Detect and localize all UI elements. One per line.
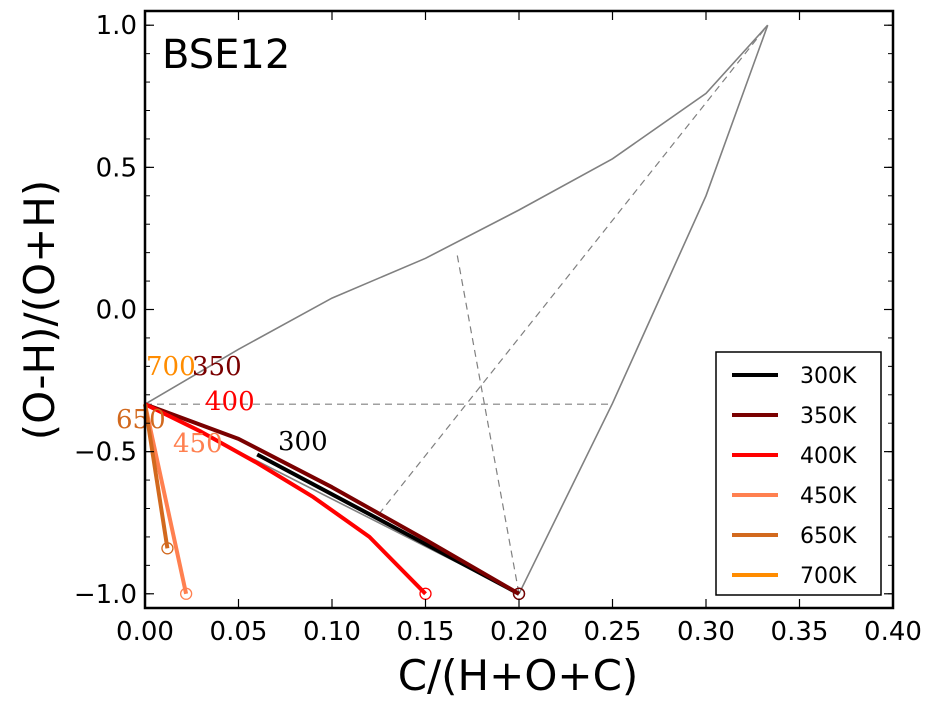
series-line-350K (144, 402, 521, 596)
x-tick-label: 0.20 (490, 617, 548, 647)
boundary-lines (144, 24, 769, 595)
x-tick-label: 0.25 (584, 617, 642, 647)
legend-label-300K: 300K (800, 364, 857, 389)
x-tick-label: 0.40 (864, 617, 922, 647)
series-start-label-450K: 450 (173, 429, 223, 459)
x-tick-label: 0.05 (210, 617, 268, 647)
legend-label-400K: 400K (800, 444, 857, 469)
series-end-marker-450K (179, 587, 193, 600)
legend-label-350K: 350K (800, 404, 857, 429)
series-line-650K (143, 403, 170, 549)
boundary-line-2 (518, 24, 769, 595)
legend-box (715, 351, 882, 596)
series-start-label-650K: 650 (116, 405, 166, 435)
panel-title: BSE12 (162, 32, 290, 78)
x-tick-label: 0.10 (303, 617, 361, 647)
y-axis-title: (O-H)/(O+H) (15, 180, 64, 441)
boundary-line-1 (144, 24, 769, 405)
series-start-label-350K: 350 (192, 352, 242, 382)
legend-label-650K: 650K (800, 524, 857, 549)
x-axis-title: C/(H+O+C) (398, 651, 639, 700)
series-start-label-700K: 700 (146, 352, 196, 382)
y-tick-label: 0.5 (96, 153, 137, 183)
series-line-400K (144, 402, 427, 596)
x-tick-label: 0.15 (397, 617, 455, 647)
legend: 300K 350K 400K 450K 650K 700K (715, 351, 882, 596)
series-lines (143, 402, 526, 600)
series-end-marker-650K (161, 542, 174, 555)
y-tick-label: −0.5 (74, 438, 137, 468)
legend-label-700K: 700K (800, 564, 857, 589)
series-start-label-400K: 400 (205, 387, 255, 417)
axes: 0.00 0.05 0.10 0.15 0.20 0.25 0.30 0.35 0.40 −1.0… (74, 9, 922, 647)
x-tick-label: 0.35 (771, 617, 829, 647)
series-start-label-300K: 300 (278, 427, 328, 457)
boundary-line-6 (456, 255, 520, 594)
y-tick-label: 0.0 (96, 296, 137, 326)
y-tick-label: −1.0 (74, 580, 137, 610)
boundary-line-5 (378, 24, 769, 515)
x-tick-label: 0.00 (116, 617, 174, 647)
legend-label-450K: 450K (800, 484, 857, 509)
y-tick-label: 1.0 (96, 11, 137, 41)
x-tick-label: 0.30 (677, 617, 735, 647)
